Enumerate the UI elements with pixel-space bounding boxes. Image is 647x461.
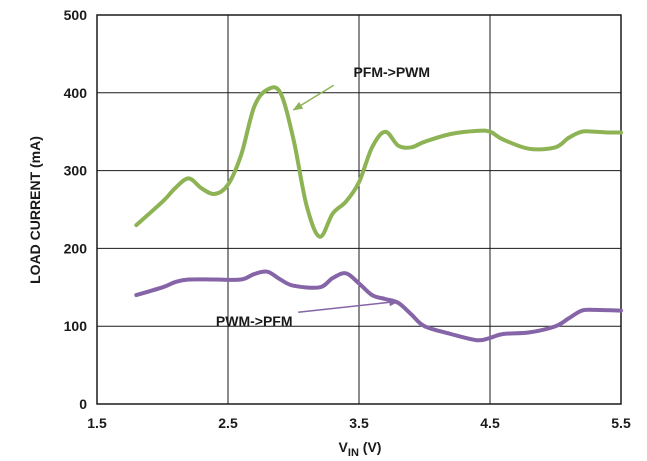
y-tick-label: 300 xyxy=(64,163,88,179)
y-tick-label: 100 xyxy=(64,318,88,334)
x-tick-labels: 1.5 2.5 3.5 4.5 5.5 xyxy=(87,415,631,431)
annotation-label: PFM->PWM xyxy=(353,64,430,80)
x-tick-label: 1.5 xyxy=(87,415,107,431)
x-axis-label-main: V xyxy=(339,439,349,455)
y-tick-labels: 0 100 200 300 400 500 xyxy=(64,7,88,412)
annotation-label: PWM->PFM xyxy=(216,313,293,329)
y-tick-label: 400 xyxy=(64,85,88,101)
series-line-1 xyxy=(134,85,623,239)
y-tick-label: 0 xyxy=(79,396,87,412)
x-tick-label: 5.5 xyxy=(611,415,631,431)
annotation-arrow xyxy=(292,84,335,111)
x-axis-label-unit: (V) xyxy=(359,439,382,455)
annotation-layer: PFM->PWM PWM->PFM xyxy=(216,64,430,329)
x-tick-label: 2.5 xyxy=(218,415,238,431)
y-tick-label: 500 xyxy=(64,7,88,23)
series-layer xyxy=(134,85,623,343)
x-axis-label: VIN (V) xyxy=(339,439,382,459)
annotation-arrow xyxy=(298,298,400,313)
x-tick-label: 3.5 xyxy=(349,415,369,431)
grid-lines xyxy=(97,15,621,404)
y-tick-label: 200 xyxy=(64,240,88,256)
x-tick-label: 4.5 xyxy=(480,415,500,431)
x-axis-label-subscript: IN xyxy=(348,447,359,459)
series-line-2 xyxy=(134,269,623,343)
y-axis-label: LOAD CURRENT (mA) xyxy=(27,136,43,284)
